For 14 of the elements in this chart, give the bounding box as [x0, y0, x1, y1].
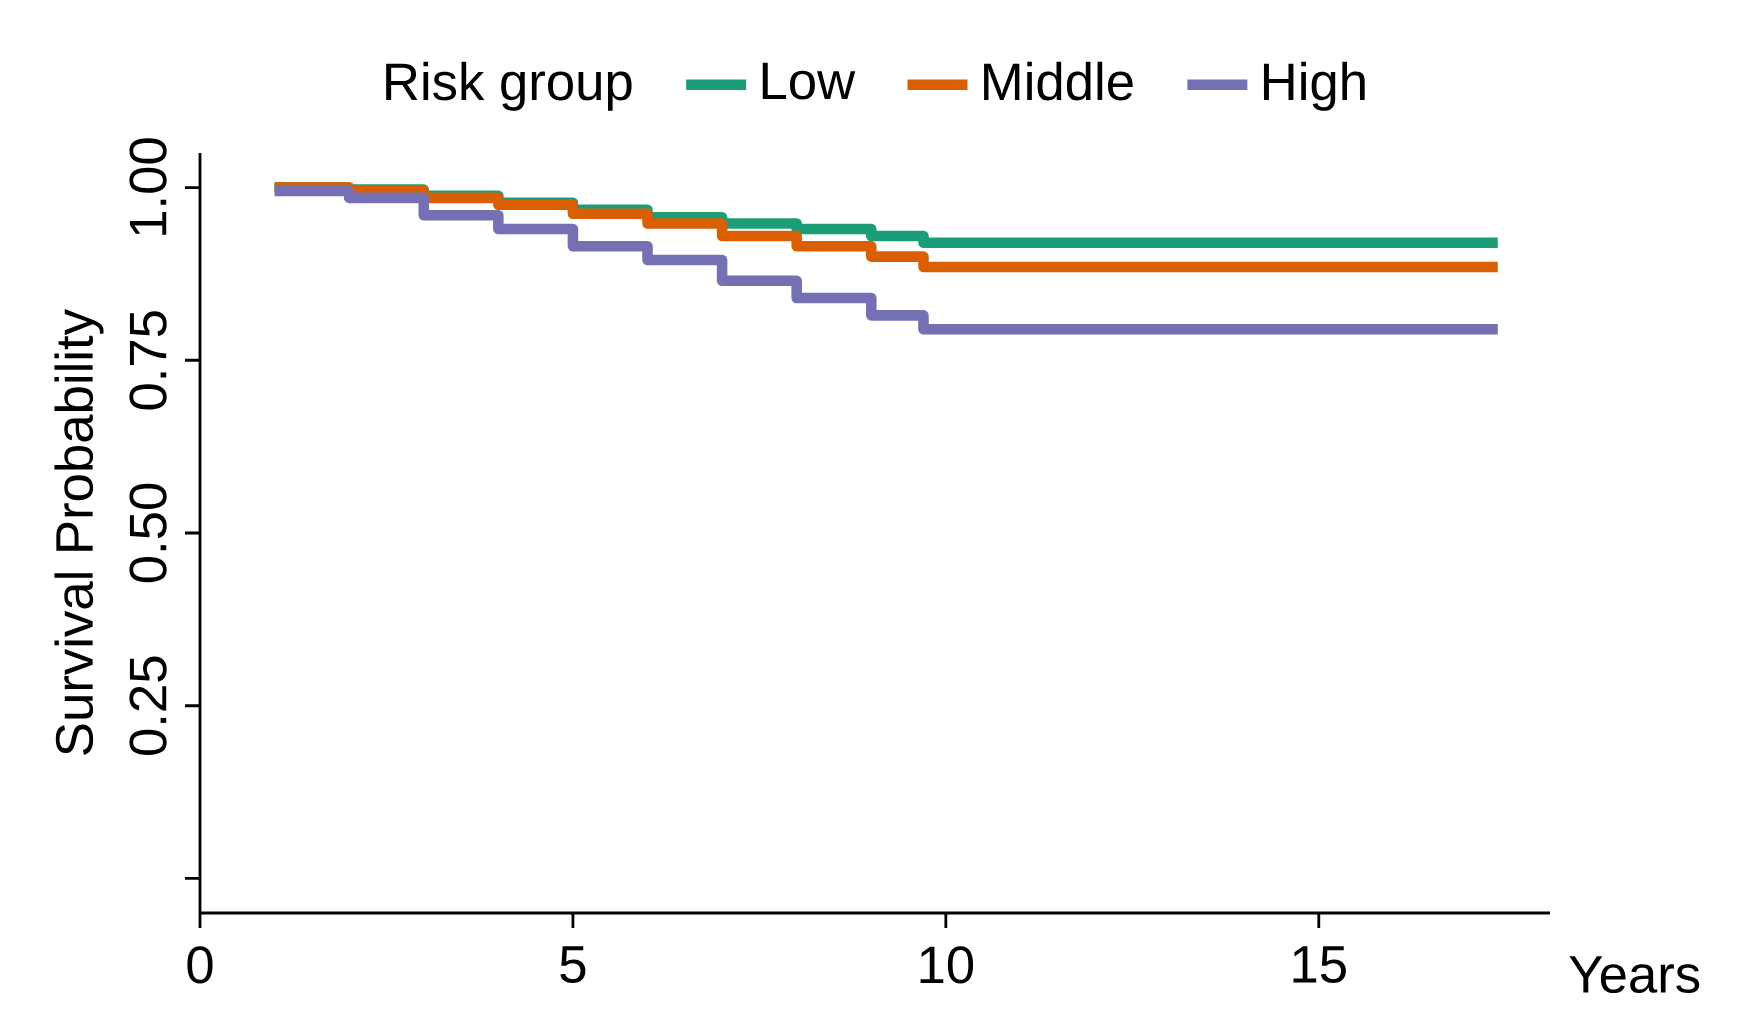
- x-tick-label: 10: [920, 946, 974, 984]
- y-tick-label: 0.50: [129, 483, 167, 583]
- x-tick-label: 15: [1293, 946, 1346, 984]
- x-tick-label: 0: [187, 946, 213, 984]
- legend-label: Middle: [984, 61, 1133, 101]
- x-tick-label: 5: [560, 946, 586, 984]
- y-tick-label: 1.00: [129, 138, 167, 235]
- y-tick-label: 0.75: [129, 311, 167, 410]
- y-tick-label: 0.25: [129, 656, 167, 755]
- x-axis-title: Years: [1569, 956, 1700, 994]
- legend-title: Risk group: [386, 61, 632, 111]
- legend-label: Low: [762, 62, 856, 100]
- legend-label: High: [1263, 61, 1365, 111]
- y-axis-title: Survival Probability: [54, 309, 104, 755]
